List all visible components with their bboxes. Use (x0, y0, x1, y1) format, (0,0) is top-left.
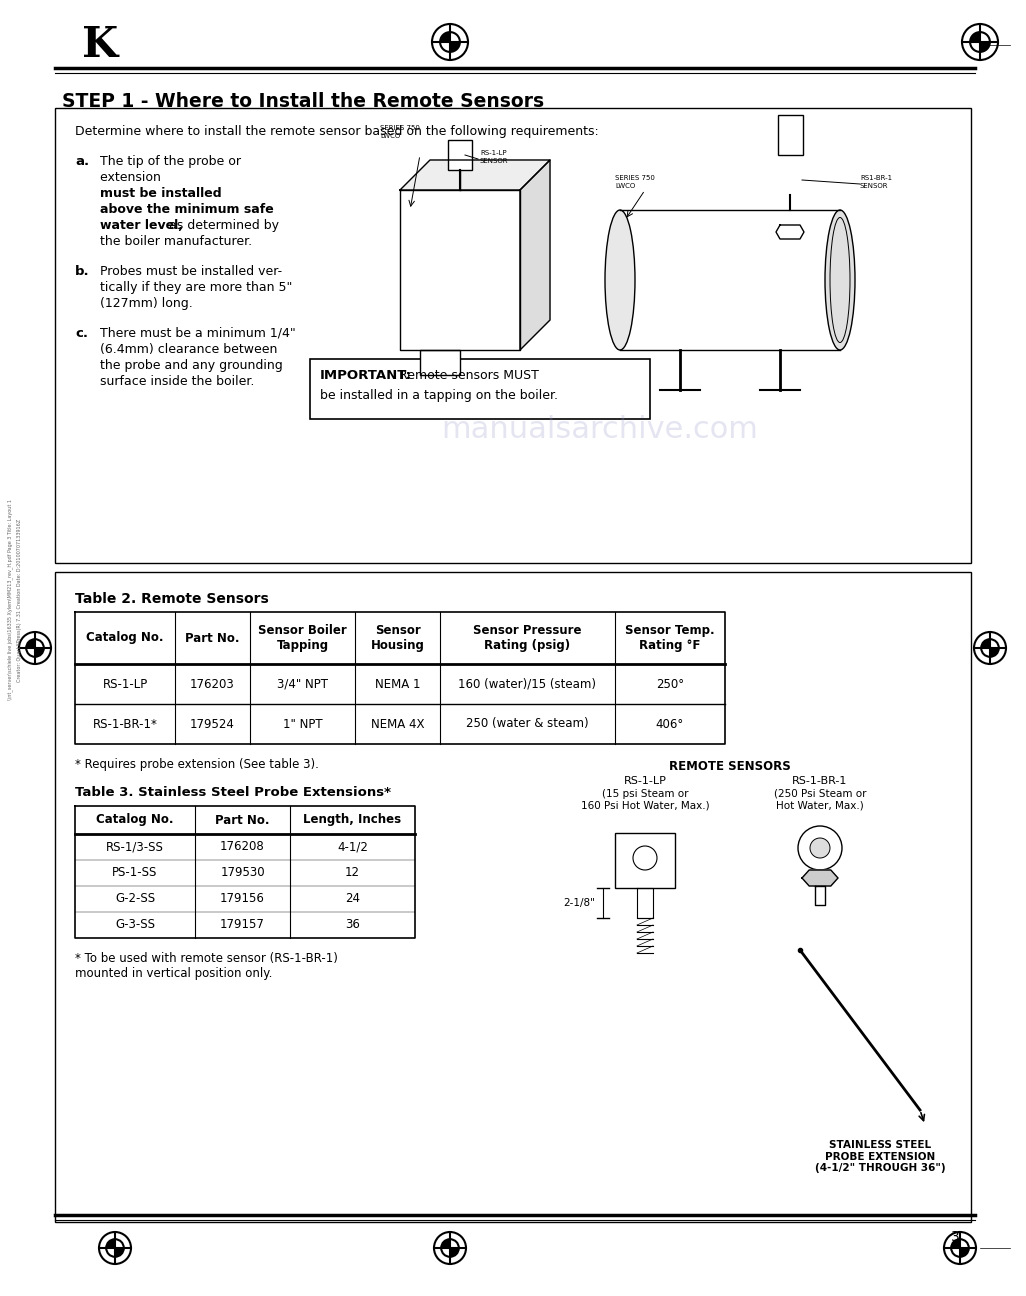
Text: IMPORTANT:: IMPORTANT: (320, 369, 412, 382)
Text: surface inside the boiler.: surface inside the boiler. (100, 375, 254, 388)
Text: 12: 12 (345, 867, 360, 880)
Bar (778, 115, 803, 156)
Polygon shape (115, 1248, 124, 1257)
Text: 179156: 179156 (220, 893, 265, 906)
Text: There must be a minimum 1/4": There must be a minimum 1/4" (100, 327, 295, 340)
Text: Table 2. Remote Sensors: Table 2. Remote Sensors (75, 592, 269, 607)
Text: Creator: QuarkXPress(R) 7.31 Creation Date: D:20100707133916Z: Creator: QuarkXPress(R) 7.31 Creation Da… (17, 518, 23, 682)
Text: (6.4mm) clearance between: (6.4mm) clearance between (100, 343, 277, 356)
Circle shape (810, 839, 830, 858)
Text: 176203: 176203 (190, 678, 235, 691)
Polygon shape (990, 648, 998, 657)
Polygon shape (960, 1248, 969, 1257)
Bar (620, 210, 840, 350)
Text: SENSOR: SENSOR (860, 183, 889, 189)
Bar (310, 359, 650, 419)
Polygon shape (400, 191, 520, 350)
Text: SERIES 750: SERIES 750 (615, 175, 655, 181)
Text: the probe and any grounding: the probe and any grounding (100, 359, 283, 372)
Polygon shape (450, 41, 460, 52)
Text: Remote sensors MUST: Remote sensors MUST (395, 369, 539, 382)
Text: RS-1-BR-1: RS-1-BR-1 (792, 776, 847, 785)
Ellipse shape (825, 210, 855, 350)
Text: as determined by: as determined by (165, 219, 279, 232)
Text: G-2-SS: G-2-SS (115, 893, 155, 906)
Text: the boiler manufacturer.: the boiler manufacturer. (100, 235, 252, 248)
Text: LWCO: LWCO (380, 133, 400, 139)
Text: K: K (82, 25, 118, 66)
Bar (448, 140, 472, 170)
Polygon shape (520, 159, 550, 350)
Text: 36: 36 (345, 919, 360, 932)
Text: Sensor
Housing: Sensor Housing (370, 623, 425, 652)
Text: 4-1/2: 4-1/2 (338, 841, 368, 854)
Text: 3/4" NPT: 3/4" NPT (277, 678, 328, 691)
Text: * Requires probe extension (See table 3).: * Requires probe extension (See table 3)… (75, 758, 319, 771)
Bar (55, 108, 971, 562)
Circle shape (633, 846, 657, 870)
Text: Sensor Temp.
Rating °F: Sensor Temp. Rating °F (625, 623, 715, 652)
Text: Part No.: Part No. (215, 814, 270, 827)
Polygon shape (450, 1248, 459, 1257)
Text: SERIES 750: SERIES 750 (380, 124, 420, 131)
Ellipse shape (605, 210, 635, 350)
Bar (420, 350, 460, 375)
Text: extension: extension (100, 171, 165, 184)
Polygon shape (951, 1239, 960, 1248)
Text: a.: a. (75, 156, 89, 168)
Text: STEP 1 - Where to Install the Remote Sensors: STEP 1 - Where to Install the Remote Sen… (62, 92, 544, 111)
Text: 179524: 179524 (190, 718, 235, 731)
Polygon shape (980, 41, 990, 52)
Text: 3: 3 (951, 1230, 960, 1244)
Text: Sensor Boiler
Tapping: Sensor Boiler Tapping (259, 623, 347, 652)
Text: be installed in a tapping on the boiler.: be installed in a tapping on the boiler. (320, 389, 558, 402)
Text: PS-1-SS: PS-1-SS (112, 867, 158, 880)
Polygon shape (400, 159, 550, 191)
Text: The tip of the probe or: The tip of the probe or (100, 156, 241, 168)
Polygon shape (802, 870, 838, 886)
Text: Catalog No.: Catalog No. (96, 814, 173, 827)
Text: Table 3. Stainless Steel Probe Extensions*: Table 3. Stainless Steel Probe Extension… (75, 785, 391, 800)
Bar (55, 572, 971, 1222)
Text: must be installed: must be installed (100, 187, 222, 200)
Text: (250 Psi Steam or
Hot Water, Max.): (250 Psi Steam or Hot Water, Max.) (774, 789, 866, 810)
Text: 24: 24 (345, 893, 360, 906)
Bar (615, 833, 675, 888)
Text: REMOTE SENSORS: REMOTE SENSORS (669, 759, 791, 772)
Text: manualsarchive.com: manualsarchive.com (441, 416, 758, 445)
Text: * To be used with remote sensor (RS-1-BR-1)
mounted in vertical position only.: * To be used with remote sensor (RS-1-BR… (75, 953, 338, 980)
Text: RS-1-BR-1*: RS-1-BR-1* (92, 718, 157, 731)
Polygon shape (441, 1239, 450, 1248)
Text: 406°: 406° (656, 718, 684, 731)
Text: RS-1-LP: RS-1-LP (103, 678, 148, 691)
Text: LWCO: LWCO (615, 183, 635, 189)
Text: Length, Inches: Length, Inches (304, 814, 401, 827)
Text: water level,: water level, (100, 219, 183, 232)
Text: RS-1-LP: RS-1-LP (480, 150, 507, 156)
Text: 160 (water)/15 (steam): 160 (water)/15 (steam) (459, 678, 596, 691)
Text: 176208: 176208 (221, 841, 265, 854)
Text: NEMA 1: NEMA 1 (374, 678, 421, 691)
Text: Determine where to install the remote sensor based on the following requirements: Determine where to install the remote se… (75, 124, 599, 137)
Circle shape (798, 826, 842, 870)
Text: (15 psi Steam or
160 Psi Hot Water, Max.): (15 psi Steam or 160 Psi Hot Water, Max.… (581, 789, 709, 810)
Text: Sensor Pressure
Rating (psig): Sensor Pressure Rating (psig) (473, 623, 582, 652)
Text: b.: b. (75, 264, 89, 279)
Text: 250 (water & steam): 250 (water & steam) (466, 718, 589, 731)
Text: 179157: 179157 (220, 919, 265, 932)
Text: tically if they are more than 5": tically if they are more than 5" (100, 281, 292, 294)
Polygon shape (107, 1239, 115, 1248)
Text: RS-1-LP: RS-1-LP (624, 776, 667, 785)
Text: G-3-SS: G-3-SS (115, 919, 155, 932)
Text: Probes must be installed ver-: Probes must be installed ver- (100, 264, 282, 279)
Text: 250°: 250° (656, 678, 684, 691)
Polygon shape (35, 648, 44, 657)
Polygon shape (27, 639, 35, 648)
Text: 179530: 179530 (221, 867, 265, 880)
Text: (127mm) long.: (127mm) long. (100, 297, 193, 310)
Text: NEMA 4X: NEMA 4X (370, 718, 424, 731)
Polygon shape (440, 32, 450, 41)
Polygon shape (981, 639, 990, 648)
Text: 2-1/8": 2-1/8" (563, 898, 595, 908)
Text: Catalog No.: Catalog No. (86, 631, 164, 644)
